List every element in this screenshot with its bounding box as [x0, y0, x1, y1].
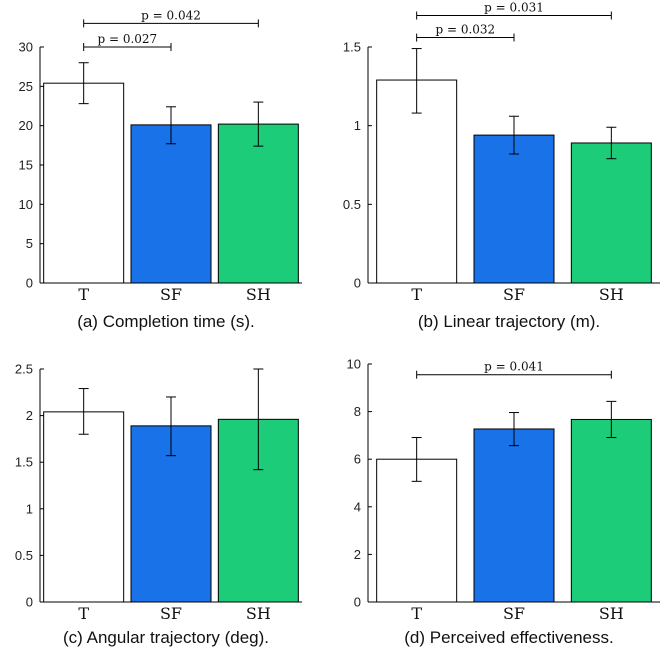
x-tick-label: SF [503, 285, 525, 304]
y-tick-label: 4 [354, 499, 361, 514]
bar [43, 82, 125, 284]
bar [473, 134, 555, 284]
panel-caption: (a) Completion time (s). [77, 312, 255, 331]
y-tick-label: 8 [354, 404, 361, 419]
y-tick-label: 1.5 [15, 455, 33, 470]
y-tick-label: 30 [19, 40, 33, 55]
x-tick-label: SH [599, 285, 624, 304]
y-tick-label: 0.5 [343, 197, 361, 212]
bar [570, 142, 652, 284]
y-tick-label: 20 [19, 118, 33, 133]
y-tick-label: 10 [347, 357, 361, 372]
bar [570, 418, 652, 603]
panel-caption: (d) Perceived effectiveness. [404, 628, 613, 647]
y-tick-label: 0 [26, 595, 33, 610]
x-tick-label: SF [503, 604, 525, 623]
p-value-label: p = 0.032 [435, 23, 495, 37]
y-tick-label: 2 [354, 547, 361, 562]
bar [130, 124, 212, 284]
p-value-label: p = 0.042 [141, 8, 201, 22]
x-tick-label: SF [160, 285, 182, 304]
y-tick-label: 15 [19, 158, 33, 173]
x-tick-label: T [78, 285, 89, 304]
panel-completion-time: 0 5 10 15 20 25 30 T SF SH p = 0.027 p = 0.042 (a) C… [19, 8, 302, 331]
y-tick-label: 0 [354, 276, 361, 291]
y-tick-label: 5 [26, 236, 33, 251]
y-tick-label: 0.5 [15, 548, 33, 563]
panel-perceived-effectiveness: 0 2 4 6 8 10 T SF SH p = 0.041 (d) Perceived effec… [347, 357, 660, 647]
y-tick-label: 1 [354, 118, 361, 133]
x-tick-label: T [78, 604, 89, 623]
panel-caption: (b) Linear trajectory (m). [418, 312, 600, 331]
bar [376, 79, 458, 284]
y-tick-label: 1.5 [343, 40, 361, 55]
x-tick-label: SH [599, 604, 624, 623]
bar [473, 428, 555, 603]
x-tick-label: T [411, 604, 422, 623]
panel-caption: (c) Angular trajectory (deg). [63, 628, 269, 647]
bar [43, 411, 125, 603]
y-tick-label: 1 [26, 501, 33, 516]
y-tick-label: 6 [354, 452, 361, 467]
y-tick-label: 25 [19, 79, 33, 94]
panel-angular-trajectory: 0 0.5 1 1.5 2 2.5 T SF SH (c) Angular trajectory … [15, 362, 302, 647]
x-tick-label: T [411, 285, 422, 304]
bar [376, 458, 458, 603]
y-tick-label: 2.5 [15, 362, 33, 377]
bar [217, 123, 299, 284]
panel-linear-trajectory: 0 0.5 1 1.5 T SF SH p = 0.032 p = 0.031 (b) Linea… [343, 1, 660, 331]
p-value-label: p = 0.031 [484, 1, 544, 15]
y-tick-label: 10 [19, 197, 33, 212]
y-tick-label: 2 [26, 408, 33, 423]
p-value-label: p = 0.027 [97, 32, 157, 46]
p-value-label: p = 0.041 [484, 360, 544, 374]
x-tick-label: SH [246, 285, 271, 304]
x-tick-label: SF [160, 604, 182, 623]
x-tick-label: SH [246, 604, 271, 623]
y-tick-label: 0 [354, 595, 361, 610]
y-tick-label: 0 [26, 276, 33, 291]
